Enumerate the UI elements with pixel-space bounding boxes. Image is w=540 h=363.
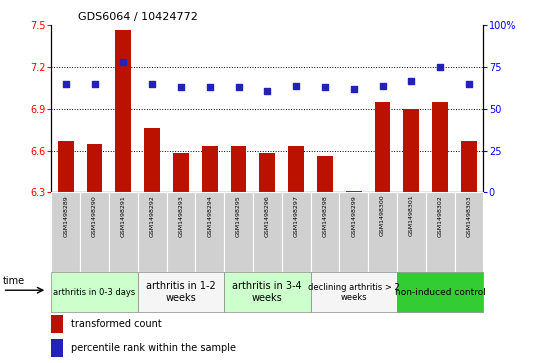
Bar: [116, 29, 131, 363]
Text: GSM1498297: GSM1498297: [294, 195, 299, 237]
FancyBboxPatch shape: [109, 192, 138, 272]
Bar: [202, 146, 218, 363]
Bar: [144, 129, 160, 363]
Text: declining arthritis > 2
weeks: declining arthritis > 2 weeks: [308, 282, 400, 302]
Text: GSM1498296: GSM1498296: [265, 195, 270, 237]
Point: [407, 78, 416, 83]
Text: GSM1498300: GSM1498300: [380, 195, 385, 236]
Bar: [375, 102, 390, 363]
Text: GSM1498299: GSM1498299: [351, 195, 356, 237]
Text: GDS6064 / 10424772: GDS6064 / 10424772: [78, 12, 198, 22]
FancyBboxPatch shape: [368, 192, 397, 272]
FancyBboxPatch shape: [397, 192, 426, 272]
Text: GSM1498289: GSM1498289: [63, 195, 68, 237]
FancyBboxPatch shape: [339, 192, 368, 272]
Point: [177, 84, 185, 90]
Point: [292, 83, 300, 89]
Point: [119, 59, 127, 65]
Bar: [317, 156, 333, 363]
FancyBboxPatch shape: [138, 272, 224, 312]
Bar: [259, 154, 275, 363]
Point: [263, 87, 272, 93]
FancyBboxPatch shape: [455, 192, 483, 272]
FancyBboxPatch shape: [310, 272, 397, 312]
FancyBboxPatch shape: [80, 192, 109, 272]
Text: GSM1498291: GSM1498291: [121, 195, 126, 237]
Text: arthritis in 0-3 days: arthritis in 0-3 days: [53, 288, 136, 297]
FancyBboxPatch shape: [282, 192, 310, 272]
Text: GSM1498302: GSM1498302: [437, 195, 443, 237]
Bar: [403, 109, 419, 363]
Text: GSM1498292: GSM1498292: [150, 195, 154, 237]
Point: [464, 81, 473, 87]
Bar: [288, 146, 304, 363]
Point: [234, 84, 243, 90]
Point: [321, 84, 329, 90]
Bar: [432, 102, 448, 363]
Point: [205, 84, 214, 90]
FancyBboxPatch shape: [51, 272, 138, 312]
Bar: [231, 146, 246, 363]
Point: [436, 64, 444, 70]
Bar: [461, 141, 477, 363]
Text: time: time: [3, 276, 25, 286]
Point: [378, 83, 387, 89]
Text: percentile rank within the sample: percentile rank within the sample: [71, 343, 236, 352]
FancyBboxPatch shape: [224, 272, 310, 312]
Point: [349, 86, 358, 92]
Bar: [51, 339, 63, 357]
FancyBboxPatch shape: [166, 192, 195, 272]
Text: GSM1498301: GSM1498301: [409, 195, 414, 236]
Text: GSM1498303: GSM1498303: [467, 195, 471, 237]
Text: arthritis in 1-2
weeks: arthritis in 1-2 weeks: [146, 281, 216, 303]
Point: [148, 81, 157, 87]
Text: GSM1498298: GSM1498298: [322, 195, 327, 237]
Text: GSM1498294: GSM1498294: [207, 195, 212, 237]
FancyBboxPatch shape: [397, 272, 483, 312]
Bar: [86, 144, 103, 363]
FancyBboxPatch shape: [310, 192, 339, 272]
Bar: [173, 154, 189, 363]
Point: [90, 81, 99, 87]
Text: GSM1498293: GSM1498293: [178, 195, 184, 237]
FancyBboxPatch shape: [224, 192, 253, 272]
Text: transformed count: transformed count: [71, 319, 161, 329]
Text: GSM1498290: GSM1498290: [92, 195, 97, 237]
Bar: [346, 191, 362, 363]
FancyBboxPatch shape: [51, 192, 80, 272]
Text: GSM1498295: GSM1498295: [236, 195, 241, 237]
Text: arthritis in 3-4
weeks: arthritis in 3-4 weeks: [233, 281, 302, 303]
Bar: [58, 141, 73, 363]
Point: [62, 81, 70, 87]
Text: non-induced control: non-induced control: [395, 288, 485, 297]
FancyBboxPatch shape: [195, 192, 224, 272]
FancyBboxPatch shape: [138, 192, 166, 272]
FancyBboxPatch shape: [253, 192, 282, 272]
Bar: [51, 315, 63, 333]
FancyBboxPatch shape: [426, 192, 455, 272]
